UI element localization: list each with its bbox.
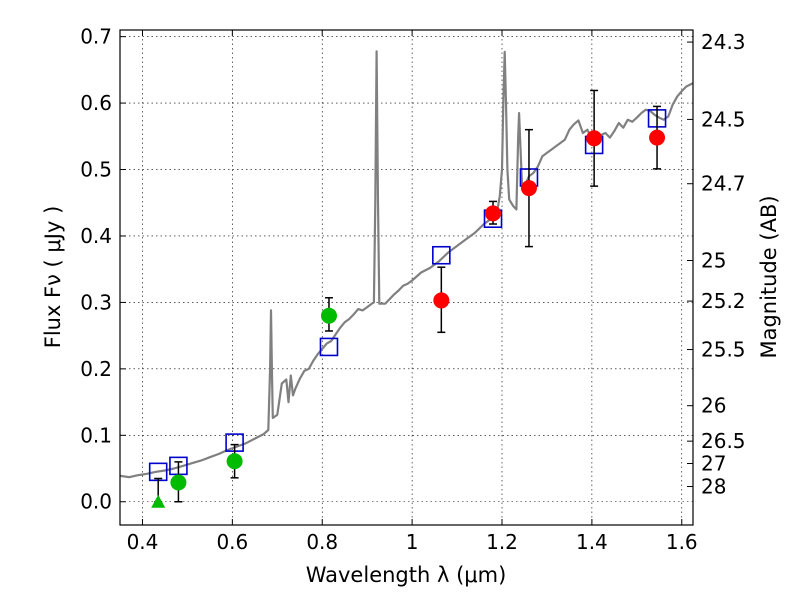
y-tick-label: 0.1 [80, 423, 112, 447]
model-square-point [319, 337, 339, 357]
x-tick-label: 0.6 [216, 530, 248, 554]
series-layer [120, 50, 693, 508]
mag-tick-label: 25 [701, 249, 726, 273]
y-tick-label: 0.0 [80, 490, 112, 514]
mag-tick-label: 27 [701, 452, 726, 476]
x-tick-label: 1 [406, 530, 419, 554]
x-tick-label: 1.2 [486, 530, 518, 554]
series-ground-based-upper-limit [151, 477, 166, 508]
y-axis-label-left: Flux Fν ( μJy ) [41, 206, 65, 349]
series-ground-based-photometry [170, 297, 337, 503]
photometry-point [485, 205, 502, 222]
mag-tick-label: 25.2 [701, 289, 746, 313]
photometry-point [320, 307, 337, 324]
mag-tick-label: 26.5 [701, 429, 746, 453]
axis-ticks: 0.4 0.6 0.8 1 1.2 1.4 1.6 0.0 0.1 0.2 0.3 0.4 0.5 0.6… [80, 25, 745, 554]
y-axis-label-right: Magnitude (AB) [757, 195, 781, 358]
series-model-spectrum [120, 50, 693, 479]
mag-tick-label: 24.3 [701, 30, 746, 54]
photometry-point [170, 474, 187, 491]
photometry-point [433, 292, 450, 309]
model-square-point [432, 245, 451, 265]
x-tick-label: 1.4 [576, 530, 608, 554]
photometry-point [649, 129, 666, 146]
x-tick-label: 0.4 [127, 530, 159, 554]
y-tick-label: 0.5 [80, 158, 112, 182]
y-tick-label: 0.3 [80, 290, 112, 314]
mag-tick-label: 28 [701, 475, 726, 499]
y-tick-label: 0.4 [80, 224, 112, 248]
x-tick-label: 1.6 [666, 530, 698, 554]
y-tick-label: 0.6 [80, 91, 112, 115]
photometry-point [226, 453, 243, 470]
series-space-based-photometry [433, 89, 666, 334]
photometry-point [586, 130, 603, 147]
x-tick-label: 0.8 [306, 530, 338, 554]
mag-tick-label: 26 [701, 394, 726, 418]
mag-tick-label: 25.5 [701, 338, 746, 362]
x-axis-label: Wavelength λ (μm) [306, 563, 507, 587]
photometry-point [520, 180, 537, 197]
spectrum-line [120, 50, 693, 479]
mag-tick-label: 24.7 [701, 172, 746, 196]
y-tick-label: 0.7 [80, 25, 112, 49]
mag-tick-label: 24.5 [701, 107, 746, 131]
plot-frame [119, 29, 694, 526]
upper-limit-triangle [151, 494, 166, 508]
y-tick-label: 0.2 [80, 357, 112, 381]
grid [120, 30, 693, 525]
